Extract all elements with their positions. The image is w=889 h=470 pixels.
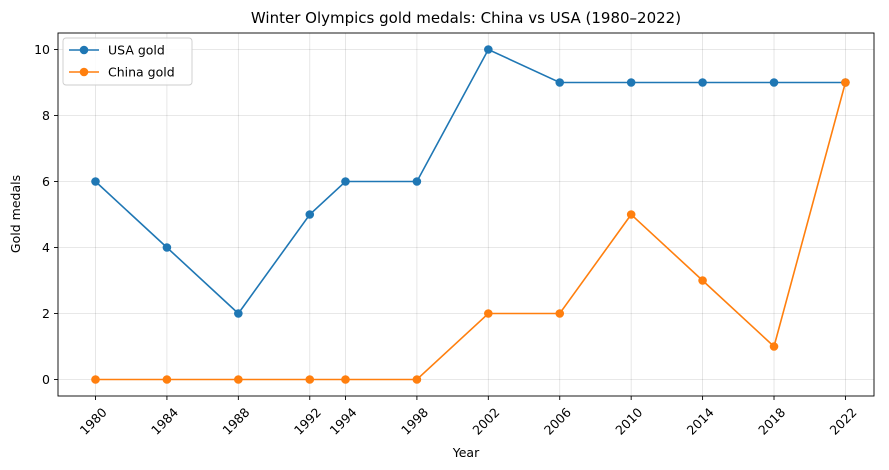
grid — [58, 33, 874, 396]
data-point — [555, 78, 565, 87]
data-point — [769, 342, 779, 351]
y-tick-label: 4 — [42, 240, 50, 255]
series-layer — [91, 45, 850, 384]
data-point — [234, 375, 243, 384]
y-axis-ticks: 0 2 4 6 8 10 — [34, 42, 58, 387]
data-point — [769, 78, 779, 87]
series-line — [94, 48, 846, 315]
series-china-gold — [91, 78, 850, 384]
data-point — [484, 45, 493, 54]
data-point — [341, 375, 350, 384]
data-point — [626, 78, 636, 87]
legend-marker — [79, 67, 89, 77]
y-tick-label: 6 — [42, 174, 50, 189]
data-point — [162, 243, 172, 252]
data-point — [555, 309, 565, 318]
data-point — [484, 309, 493, 318]
series-line — [95, 82, 847, 381]
series-usa-gold — [91, 45, 850, 318]
data-point — [305, 375, 315, 384]
legend: USA gold China gold — [62, 37, 193, 86]
chart-title: Winter Olympics gold medals: China vs US… — [251, 9, 681, 27]
data-point — [162, 375, 172, 384]
y-tick-label: 2 — [42, 306, 50, 321]
y-axis-title: Gold medals — [8, 175, 23, 253]
data-point — [698, 276, 707, 285]
data-point — [412, 375, 422, 384]
plot-frame — [57, 32, 875, 397]
y-tick-label: 0 — [42, 372, 50, 387]
legend-label: China gold — [108, 65, 175, 80]
data-point — [412, 177, 422, 186]
data-point — [234, 309, 243, 318]
data-point — [841, 78, 850, 87]
data-point — [305, 210, 315, 219]
data-point — [91, 375, 100, 384]
data-point — [626, 210, 636, 219]
x-axis-title: Year — [452, 445, 480, 460]
data-point — [91, 177, 100, 186]
data-point — [341, 177, 350, 186]
legend-label: USA gold — [108, 43, 165, 58]
y-tick-label: 10 — [34, 42, 50, 57]
y-tick-label: 8 — [42, 108, 50, 123]
legend-marker — [79, 45, 89, 55]
data-point — [698, 78, 707, 87]
